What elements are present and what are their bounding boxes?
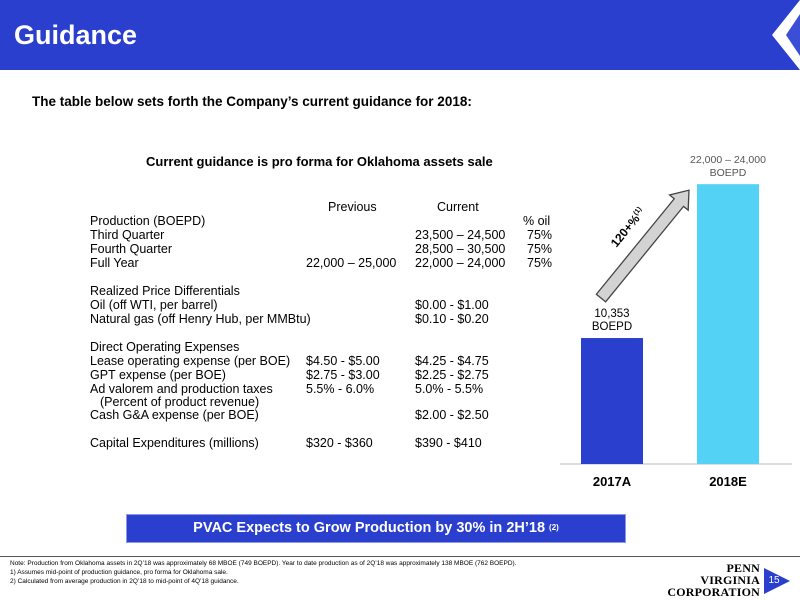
table-cell-label: Production (BOEPD)	[90, 214, 206, 228]
footnote-2: 2) Calculated from average production in…	[10, 578, 239, 585]
table-cell-label: GPT expense (per BOE)	[90, 368, 226, 382]
footnote-main: Note: Production from Oklahoma assets in…	[10, 560, 517, 567]
table-cell-label: Capital Expenditures (millions)	[90, 436, 259, 450]
table-cell-previous: $320 - $360	[306, 436, 373, 450]
page-number: 15	[764, 568, 790, 594]
column-header-pct-oil: % oil	[523, 214, 551, 228]
data-label: 22,000 – 24,000	[690, 154, 766, 166]
footnotes: Note: Production from Oklahoma assets in…	[10, 559, 517, 586]
table-cell-label: Third Quarter	[90, 228, 165, 242]
page-title: Guidance	[14, 20, 138, 50]
table-cell-current: 23,500 – 24,500	[415, 228, 506, 242]
table-cell-label: Direct Operating Expenses	[90, 340, 240, 354]
table-cell-current: $0.10 - $0.20	[415, 312, 489, 326]
table-cell-label: Cash G&A expense (per BOE)	[90, 408, 259, 422]
logo-line-2: CORPORATION	[667, 585, 760, 599]
data-label: BOEPD	[710, 167, 747, 179]
table-cell-current: 5.0% - 5.5%	[415, 382, 484, 396]
intro-text: The table below sets forth the Company’s…	[32, 94, 472, 109]
production-chart: 2017A 10,353 BOEPD 2018E 22,000 – 24,000 BOEP…	[560, 130, 800, 510]
table-cell-current: $0.00 - $1.00	[415, 298, 489, 312]
data-label: 10,353	[594, 308, 629, 320]
table-cell-label: Oil (off WTI, per barrel)	[90, 298, 218, 312]
table-cell-previous: $4.50 - $5.00	[306, 354, 380, 368]
data-label: BOEPD	[592, 321, 632, 333]
table-cell-current: $4.25 - $4.75	[415, 354, 489, 368]
table-cell-label: Lease operating expense (per BOE)	[90, 354, 291, 368]
table-cell-previous: 5.5% - 6.0%	[306, 382, 375, 396]
table-cell-label: Fourth Quarter	[90, 242, 172, 256]
logo-line-1: PENN VIRGINIA	[700, 561, 760, 587]
table-cell-label: Ad valorem and production taxes	[90, 382, 273, 396]
growth-arrow-icon	[595, 189, 690, 303]
growth-banner: PVAC Expects to Grow Production by 30% i…	[126, 514, 626, 543]
footer-divider	[0, 556, 800, 557]
footnote-1: 1) Assumes mid-point of production guida…	[10, 569, 228, 576]
bar-2018E	[697, 184, 759, 464]
table-cell-current: $2.00 - $2.50	[415, 408, 489, 422]
table-cell-label: Realized Price Differentials	[90, 284, 240, 298]
title-bar: Guidance	[0, 0, 800, 70]
company-logo: PENN VIRGINIA CORPORATION	[664, 562, 760, 598]
column-header-current: Current	[437, 200, 479, 214]
growth-arrow-shape	[595, 189, 690, 303]
table-heading: Current guidance is pro forma for Oklaho…	[146, 154, 493, 169]
growth-banner-footnote: (2)	[549, 523, 559, 532]
table-cell-current: 22,000 – 24,000	[415, 256, 506, 270]
growth-banner-text: PVAC Expects to Grow Production by 30% i…	[193, 520, 550, 536]
table-cell-pct-oil: 75%	[527, 242, 553, 256]
table-cell-pct-oil: 75%	[527, 256, 553, 270]
x-tick-label: 2017A	[593, 474, 632, 489]
table-cell-pct-oil: 75%	[527, 228, 553, 242]
growth-annotation-footnote: (1)	[632, 206, 643, 217]
table-cell-current: 28,500 – 30,500	[415, 242, 506, 256]
column-header-previous: Previous	[328, 200, 377, 214]
table-cell-current: $390 - $410	[415, 436, 482, 450]
table-cell-current: $2.25 - $2.75	[415, 368, 489, 382]
table-cell-label: (Percent of product revenue)	[100, 395, 260, 409]
x-tick-label: 2018E	[709, 474, 747, 489]
table-cell-label: Full Year	[90, 256, 139, 270]
table-cell-label: Natural gas (off Henry Hub, per MMBtu)	[90, 312, 311, 326]
table-cell-previous: 22,000 – 25,000	[306, 256, 397, 270]
table-cell-previous: $2.75 - $3.00	[306, 368, 380, 382]
bar-2017A	[581, 338, 643, 464]
